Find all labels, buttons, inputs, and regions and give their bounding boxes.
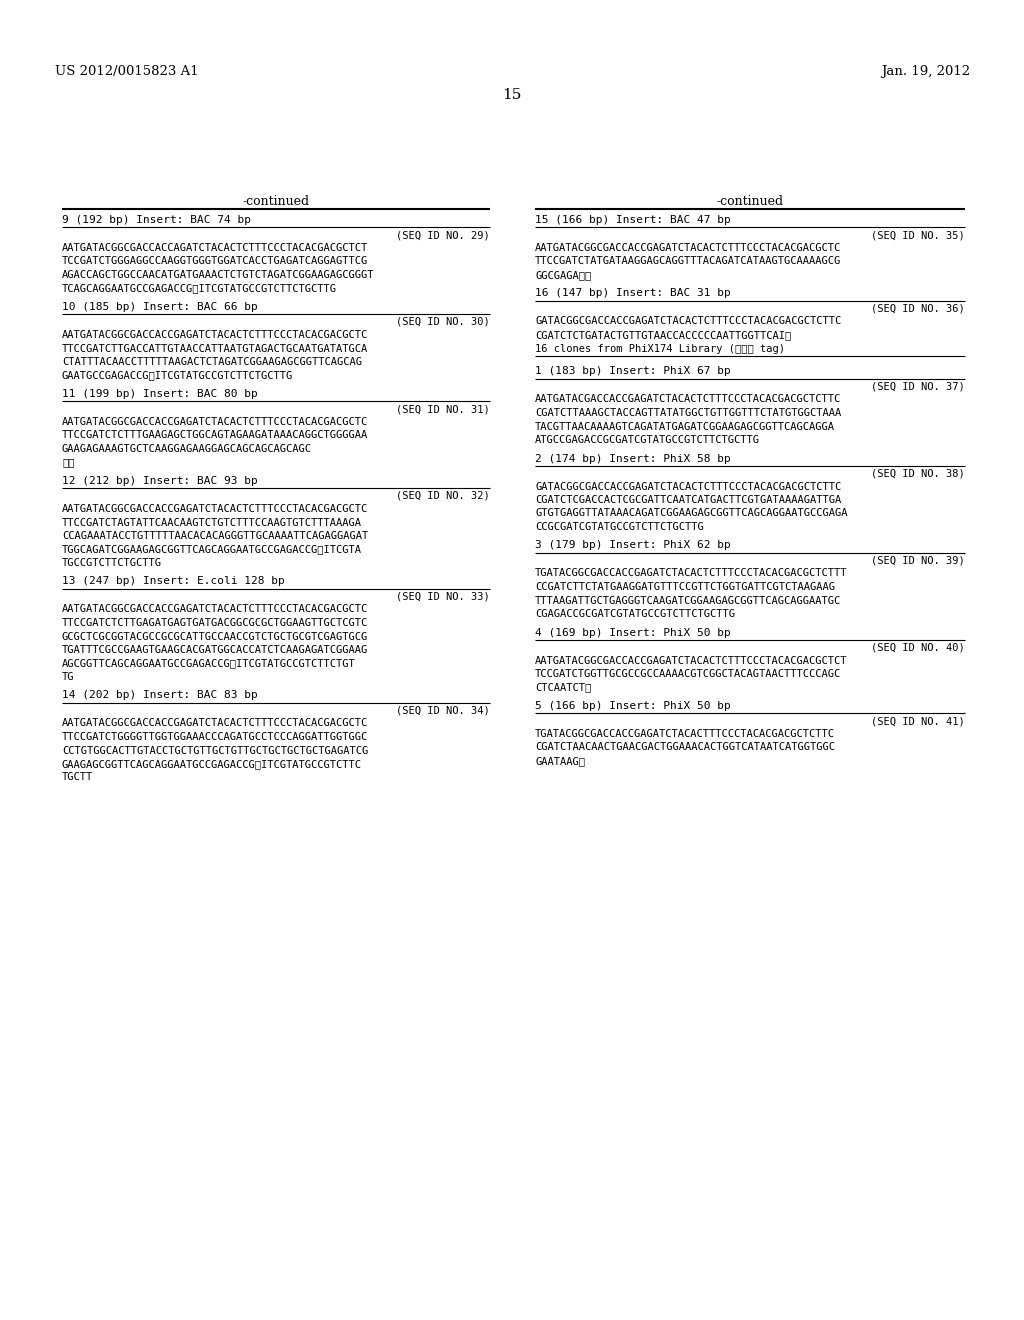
Text: TG: TG: [62, 672, 75, 682]
Text: TTCCGATCTCTTGAGATGAGTGATGACGGCGCGCTGGAAGTTGCTCGTC: TTCCGATCTCTTGAGATGAGTGATGACGGCGCGCTGGAAG…: [62, 618, 369, 628]
Text: (SEQ ID NO. 33): (SEQ ID NO. 33): [396, 591, 490, 602]
Text: (SEQ ID NO. 35): (SEQ ID NO. 35): [871, 230, 965, 240]
Text: AATGATACGGCGACCACCGAGATCTACACTCTTTCCCTACACGACGCTC: AATGATACGGCGACCACCGAGATCTACACTCTTTCCCTAC…: [62, 330, 369, 341]
Text: (SEQ ID NO. 41): (SEQ ID NO. 41): [871, 715, 965, 726]
Text: TGATACGGCGACCACCGAGATCTACACTTTCCCTACACGACGCTCTTC: TGATACGGCGACCACCGAGATCTACACTTTCCCTACACGA…: [535, 729, 835, 739]
Text: CTATTTACAACCTTTTTAAGACTCTAGATCGGAAGAGCGGTTCAGCAG: CTATTTACAACCTTTTTAAGACTCTAGATCGGAAGAGCGG…: [62, 356, 362, 367]
Text: (SEQ ID NO. 40): (SEQ ID NO. 40): [871, 643, 965, 652]
Text: CCTGTGGCACTTGTACCTGCTGTTGCTGTTGCTGCTGCTGCTGAGATCG: CCTGTGGCACTTGTACCTGCTGTTGCTGTTGCTGCTGCTG…: [62, 746, 369, 755]
Text: 2 (174 bp) Insert: PhiX 58 bp: 2 (174 bp) Insert: PhiX 58 bp: [535, 454, 731, 463]
Text: Jan. 19, 2012: Jan. 19, 2012: [881, 65, 970, 78]
Text: TGGCAGATCGGAAGAGCGGTTCAGCAGGAATGCCGAGACCGⓘITCGTA: TGGCAGATCGGAAGAGCGGTTCAGCAGGAATGCCGAGACC…: [62, 544, 362, 554]
Text: AATGATACGGCGACCACCGAGATCTACACTCTTTCCCTACACGACGCTC: AATGATACGGCGACCACCGAGATCTACACTCTTTCCCTAC…: [62, 504, 369, 513]
Text: CCAGAAATACCTGTTTTTAACACACAGGGTTGCAAAATTCAGAGGAGAT: CCAGAAATACCTGTTTTTAACACACAGGGTTGCAAAATTC…: [62, 531, 369, 541]
Text: 14 (202 bp) Insert: BAC 83 bp: 14 (202 bp) Insert: BAC 83 bp: [62, 690, 258, 701]
Text: TTTAAGATTGCTGAGGGTCAAGATCGGAAGAGCGGTTCAGCAGGAATGC: TTTAAGATTGCTGAGGGTCAAGATCGGAAGAGCGGTTCAG…: [535, 595, 842, 606]
Text: GGCGAGAⓘⓘ: GGCGAGAⓘⓘ: [535, 271, 591, 280]
Text: US 2012/0015823 A1: US 2012/0015823 A1: [55, 65, 199, 78]
Text: 4 (169 bp) Insert: PhiX 50 bp: 4 (169 bp) Insert: PhiX 50 bp: [535, 627, 731, 638]
Text: (SEQ ID NO. 34): (SEQ ID NO. 34): [396, 705, 490, 715]
Text: 9 (192 bp) Insert: BAC 74 bp: 9 (192 bp) Insert: BAC 74 bp: [62, 215, 251, 224]
Text: 16 (147 bp) Insert: BAC 31 bp: 16 (147 bp) Insert: BAC 31 bp: [535, 289, 731, 298]
Text: (SEQ ID NO. 37): (SEQ ID NO. 37): [871, 381, 965, 392]
Text: TGATACGGCGACCACCGAGATCTACACTCTTTCCCTACACGACGCTCTTT: TGATACGGCGACCACCGAGATCTACACTCTTTCCCTACAC…: [535, 569, 848, 578]
Text: 3 (179 bp) Insert: PhiX 62 bp: 3 (179 bp) Insert: PhiX 62 bp: [535, 540, 731, 550]
Text: AATGATACGGCGACCACCGAGATCTACACTCTTTCCCTACACGACGCTC: AATGATACGGCGACCACCGAGATCTACACTCTTTCCCTAC…: [62, 417, 369, 426]
Text: -continued: -continued: [717, 195, 783, 209]
Text: (SEQ ID NO. 39): (SEQ ID NO. 39): [871, 556, 965, 565]
Text: TCCGATCTGGGAGGCCAAGGTGGGTGGATCACCTGAGATCAGGAGTTCG: TCCGATCTGGGAGGCCAAGGTGGGTGGATCACCTGAGATC…: [62, 256, 369, 267]
Text: CGATCTCGACCACTCGCGATTCAATCATGACTTCGTGATAAAAGATTGA: CGATCTCGACCACTCGCGATTCAATCATGACTTCGTGATA…: [535, 495, 842, 506]
Text: TGCTT: TGCTT: [62, 772, 93, 783]
Text: (SEQ ID NO. 36): (SEQ ID NO. 36): [871, 304, 965, 314]
Text: TTCCGATCTATGATAAGGAGCAGGTTTACAGATCATAAGTGCAAAAGCG: TTCCGATCTATGATAAGGAGCAGGTTTACAGATCATAAGT…: [535, 256, 842, 267]
Text: CGATCTAACAACTGAACGACTGGAAACACTGGTCATAATCATGGTGGC: CGATCTAACAACTGAACGACTGGAAACACTGGTCATAATC…: [535, 742, 835, 752]
Text: (SEQ ID NO. 30): (SEQ ID NO. 30): [396, 317, 490, 327]
Text: GAATGCCGAGACCGⓘITCGTATGCCGTCTTCTGCTTG: GAATGCCGAGACCGⓘITCGTATGCCGTCTTCTGCTTG: [62, 371, 293, 380]
Text: 11 (199 bp) Insert: BAC 80 bp: 11 (199 bp) Insert: BAC 80 bp: [62, 389, 258, 399]
Text: 13 (247 bp) Insert: E.coli 128 bp: 13 (247 bp) Insert: E.coli 128 bp: [62, 577, 285, 586]
Text: AGCGGTTCAGCAGGAATGCCGAGACCGⓘITCGTATGCCGTCTTCTGT: AGCGGTTCAGCAGGAATGCCGAGACCGⓘITCGTATGCCGT…: [62, 659, 355, 668]
Text: TTCCGATCTCTTTGAAGAGCTGGCAGTAGAAGATAAACAGGCTGGGGAA: TTCCGATCTCTTTGAAGAGCTGGCAGTAGAAGATAAACAG…: [62, 430, 369, 441]
Text: 12 (212 bp) Insert: BAC 93 bp: 12 (212 bp) Insert: BAC 93 bp: [62, 477, 258, 486]
Text: TGATTTCGCCGAAGTGAAGCACGATGGCACCATCTCAAGAGATCGGAAG: TGATTTCGCCGAAGTGAAGCACGATGGCACCATCTCAAGA…: [62, 645, 369, 655]
Text: AGACCAGCTGGCCAACATGATGAAACTCTGTCTAGATCGGAAGAGCGGGT: AGACCAGCTGGCCAACATGATGAAACTCTGTCTAGATCGG…: [62, 271, 375, 280]
Text: ⓘⓘ: ⓘⓘ: [62, 458, 75, 467]
Text: CCGATCTTCTATGAAGGATGTTTCCGTTCTGGTGATTCGTCTAAGAAG: CCGATCTTCTATGAAGGATGTTTCCGTTCTGGTGATTCGT…: [535, 582, 835, 591]
Text: ATGCCGAGACCGCGATCGTATGCCGTCTTCTGCTTG: ATGCCGAGACCGCGATCGTATGCCGTCTTCTGCTTG: [535, 436, 760, 445]
Text: 16 clones from PhiX174 Library (ⓘⓘⓘ tag): 16 clones from PhiX174 Library (ⓘⓘⓘ tag): [535, 343, 785, 354]
Text: TTCCGATCTTGACCATTGTAACCATTAATGTAGACTGCAATGATATGCA: TTCCGATCTTGACCATTGTAACCATTAATGTAGACTGCAA…: [62, 343, 369, 354]
Text: GATACGGCGACCACCGAGATCTACACTCTTTCCCTACACGACGCTCTTC: GATACGGCGACCACCGAGATCTACACTCTTTCCCTACACG…: [535, 317, 842, 326]
Text: AATGATACGGCGACCACCGAGATCTACACTCTTTCCCTACACGACGCTC: AATGATACGGCGACCACCGAGATCTACACTCTTTCCCTAC…: [62, 605, 369, 615]
Text: (SEQ ID NO. 38): (SEQ ID NO. 38): [871, 469, 965, 479]
Text: TTCCGATCTAGTATTCAACAAGTCTGTCTTTCCAAGTGTCTTTAAAGA: TTCCGATCTAGTATTCAACAAGTCTGTCTTTCCAAGTGTC…: [62, 517, 362, 528]
Text: CGATCTCTGATACTGTTGTAACCACCCCCAATTGGTTCAIⓘ: CGATCTCTGATACTGTTGTAACCACCCCCAATTGGTTCAI…: [535, 330, 792, 341]
Text: 10 (185 bp) Insert: BAC 66 bp: 10 (185 bp) Insert: BAC 66 bp: [62, 302, 258, 312]
Text: GATACGGCGACCACCGAGATCTACACTCTTTCCCTACACGACGCTCTTC: GATACGGCGACCACCGAGATCTACACTCTTTCCCTACACG…: [535, 482, 842, 491]
Text: 15 (166 bp) Insert: BAC 47 bp: 15 (166 bp) Insert: BAC 47 bp: [535, 215, 731, 224]
Text: -continued: -continued: [243, 195, 309, 209]
Text: 5 (166 bp) Insert: PhiX 50 bp: 5 (166 bp) Insert: PhiX 50 bp: [535, 701, 731, 711]
Text: GAAGAGCGGTTCAGCAGGAATGCCGAGACCGⓘITCGTATGCCGTCTTC: GAAGAGCGGTTCAGCAGGAATGCCGAGACCGⓘITCGTATG…: [62, 759, 362, 770]
Text: TACGTTAACAAAAGTCAGATATGAGATCGGAAGAGCGGTTCAGCAGGA: TACGTTAACAAAAGTCAGATATGAGATCGGAAGAGCGGTT…: [535, 421, 835, 432]
Text: (SEQ ID NO. 32): (SEQ ID NO. 32): [396, 491, 490, 502]
Text: CGAGACCGCGATCGTATGCCGTCTTCTGCTTG: CGAGACCGCGATCGTATGCCGTCTTCTGCTTG: [535, 609, 735, 619]
Text: AATGATACGACCACCGAGATCTACACTCTTTCCCTACACGACGCTCTTC: AATGATACGACCACCGAGATCTACACTCTTTCCCTACACG…: [535, 395, 842, 404]
Text: 1 (183 bp) Insert: PhiX 67 bp: 1 (183 bp) Insert: PhiX 67 bp: [535, 367, 731, 376]
Text: GAAGAGAAAGTGCTCAAGGAGAAGGAGCAGCAGCAGCAGC: GAAGAGAAAGTGCTCAAGGAGAAGGAGCAGCAGCAGCAGC: [62, 444, 312, 454]
Text: TCCGATCTGGTTGCGCCGCCAAAACGTCGGCTACAGTAACTTTCCCAGC: TCCGATCTGGTTGCGCCGCCAAAACGTCGGCTACAGTAAC…: [535, 669, 842, 678]
Text: (SEQ ID NO. 31): (SEQ ID NO. 31): [396, 404, 490, 414]
Text: GTGTGAGGTTATAAACAGATCGGAAGAGCGGTTCAGCAGGAATGCCGAGA: GTGTGAGGTTATAAACAGATCGGAAGAGCGGTTCAGCAGG…: [535, 508, 848, 519]
Text: AATGATACGGCGACCACCGAGATCTACACTCTTTCCCTACACGACGCTC: AATGATACGGCGACCACCGAGATCTACACTCTTTCCCTAC…: [535, 243, 842, 253]
Text: AATGATACGGCGACCACCGAGATCTACACTCTTTCCCTACACGACGCTCT: AATGATACGGCGACCACCGAGATCTACACTCTTTCCCTAC…: [535, 656, 848, 665]
Text: TTCCGATCTGGGGTTGGTGGAAACCCAGATGCCTCCCAGGATTGGTGGC: TTCCGATCTGGGGTTGGTGGAAACCCAGATGCCTCCCAGG…: [62, 733, 369, 742]
Text: CGATCTTAAAGCTACCAGTTATATGGCTGTTGGTTTCTATGTGGCTAAA: CGATCTTAAAGCTACCAGTTATATGGCTGTTGGTTTCTAT…: [535, 408, 842, 418]
Text: AATGATACGGCGACCACCGAGATCTACACTCTTTCCCTACACGACGCTC: AATGATACGGCGACCACCGAGATCTACACTCTTTCCCTAC…: [62, 718, 369, 729]
Text: AATGATACGGCGACCACCAGATCTACACTCTTTCCCTACACGACGCTCT: AATGATACGGCGACCACCAGATCTACACTCTTTCCCTACA…: [62, 243, 369, 253]
Text: GCGCTCGCGGTACGCCGCGCATTGCCAACCGTCTGCTGCGTCGAGTGCG: GCGCTCGCGGTACGCCGCGCATTGCCAACCGTCTGCTGCG…: [62, 631, 369, 642]
Text: CCGCGATCGTATGCCGTCTTCTGCTTG: CCGCGATCGTATGCCGTCTTCTGCTTG: [535, 521, 703, 532]
Text: TCAGCAGGAATGCCGAGACCGⓘITCGTATGCCGTCTTCTGCTTG: TCAGCAGGAATGCCGAGACCGⓘITCGTATGCCGTCTTCTG…: [62, 284, 337, 293]
Text: CTCAATCTⓘ: CTCAATCTⓘ: [535, 682, 591, 693]
Text: GAATAAGⓘ: GAATAAGⓘ: [535, 756, 585, 766]
Text: TGCCGTCTTCTGCTTG: TGCCGTCTTCTGCTTG: [62, 558, 162, 568]
Text: 15: 15: [503, 88, 521, 102]
Text: (SEQ ID NO. 29): (SEQ ID NO. 29): [396, 230, 490, 240]
